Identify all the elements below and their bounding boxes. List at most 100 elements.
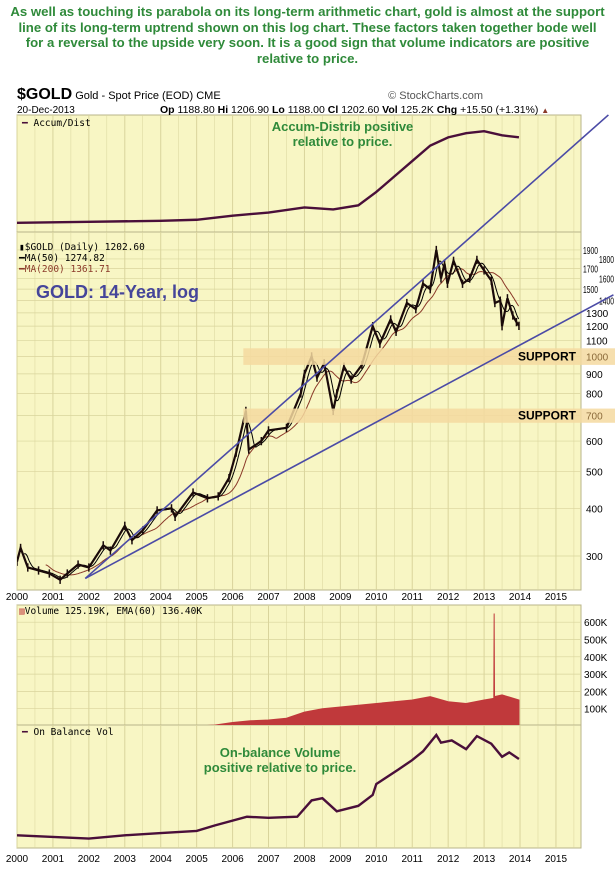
legend-ma50-label: MA(50) 1274.82	[24, 253, 105, 264]
support-tick-label: 700	[586, 412, 603, 423]
chg-value: +15.50 (+1.31%)	[460, 104, 539, 116]
year-label-bottom: 2002	[78, 854, 101, 865]
year-label-bottom: 2005	[186, 854, 209, 865]
volume-tick-label: 600K	[584, 618, 608, 629]
legend-swatch: ━	[22, 118, 28, 129]
panel-ad	[16, 114, 582, 233]
year-label-bottom: 2007	[257, 854, 280, 865]
year-label-bottom: 2014	[509, 854, 532, 865]
upper-trendline	[84, 114, 609, 580]
year-label: 2005	[186, 592, 209, 603]
year-label-bottom: 2003	[114, 854, 137, 865]
up-triangle-icon: ▲	[541, 106, 550, 115]
legend-ma50: ━MA(50) 1274.82	[19, 253, 145, 264]
volume-legend: ▥Volume 125.19K, EMA(60) 136.40K	[19, 606, 202, 617]
date: 20-Dec-2013	[17, 105, 75, 116]
price-tick-label: 300	[586, 552, 603, 563]
support-tick-label: 1000	[586, 353, 609, 364]
accum-legend-label: Accum/Dist	[33, 118, 91, 129]
year-label: 2000	[6, 592, 29, 603]
support-label: SUPPORT	[518, 409, 577, 423]
year-label: 2011	[401, 592, 423, 603]
copyright: © StockCharts.com	[388, 90, 483, 102]
price-tick-label: 1600	[599, 274, 614, 285]
volume-tick-label: 500K	[584, 636, 608, 647]
year-label: 2003	[114, 592, 137, 603]
hi-label: Hi	[217, 104, 229, 116]
support-band	[243, 348, 615, 365]
year-label: 2009	[329, 592, 352, 603]
commentary-text: As well as touching its parabola on its …	[10, 4, 605, 66]
support-band	[243, 408, 615, 423]
year-label-bottom: 2011	[401, 854, 423, 865]
price-tick-label: 1200	[586, 322, 609, 333]
op-label: Op	[160, 104, 175, 116]
year-label-bottom: 2008	[293, 854, 316, 865]
legend-swatch: ━	[19, 253, 25, 264]
price-legend: ▮$GOLD (Daily) 1202.60 ━MA(50) 1274.82 ━…	[19, 242, 145, 275]
volume-bars-icon: ▥	[19, 606, 25, 617]
volume-tick-label: 200K	[584, 687, 608, 698]
op-value: 1188.80	[177, 104, 215, 116]
vol-value: 125.2K	[400, 104, 434, 116]
price-tick-label: 1300	[586, 309, 609, 320]
year-label-bottom: 2015	[545, 854, 568, 865]
year-label: 2013	[473, 592, 496, 603]
obv-legend-label: On Balance Vol	[33, 727, 114, 738]
year-label: 2010	[365, 592, 388, 603]
obv-legend: ━ On Balance Vol	[22, 727, 114, 738]
price-tick-label: 900	[586, 370, 603, 381]
chg-label: Chg	[436, 104, 458, 116]
hi-value: 1206.90	[231, 104, 270, 116]
year-label-bottom: 2013	[473, 854, 496, 865]
price-tick-label: 1500	[583, 285, 598, 296]
bar-icon: ▮	[19, 242, 25, 253]
price-tick-label: 1100	[586, 337, 608, 348]
price-tick-label: 1800	[599, 255, 614, 266]
legend-swatch: ━	[19, 264, 25, 275]
lo-label: Lo	[271, 104, 285, 116]
accum-legend: ━ Accum/Dist	[22, 118, 91, 129]
accum-dist-line	[17, 129, 520, 225]
volume-tick-label: 400K	[584, 653, 608, 664]
cl-label: Cl	[327, 104, 339, 116]
obv-line	[17, 732, 520, 840]
obv-annotation: On-balance Volume positive relative to p…	[203, 745, 357, 775]
chart-header-title: $GOLD Gold - Spot Price (EOD) CME	[17, 86, 221, 105]
price-tick-label: 1900	[583, 246, 598, 257]
year-label-bottom: 2009	[329, 854, 352, 865]
legend-ma200: ━MA(200) 1361.71	[19, 264, 145, 275]
volume-legend-label: Volume 125.19K, EMA(60) 136.40K	[24, 606, 203, 617]
support-label: SUPPORT	[518, 350, 577, 364]
legend-ma200-label: MA(200) 1361.71	[24, 264, 111, 275]
year-label: 2006	[221, 592, 244, 603]
legend-gold-label: $GOLD (Daily) 1202.60	[24, 242, 145, 253]
legend-gold: ▮$GOLD (Daily) 1202.60	[19, 242, 145, 253]
lo-value: 1188.00	[287, 104, 325, 116]
volume-area	[207, 613, 520, 725]
year-label: 2007	[257, 592, 280, 603]
support-trendline	[84, 294, 614, 580]
volume-tick-label: 100K	[584, 705, 608, 716]
obv-plot	[17, 732, 520, 840]
year-label: 2014	[509, 592, 532, 603]
instrument-name: Gold - Spot Price (EOD) CME	[75, 90, 221, 102]
price-tick-label: 1400	[599, 297, 614, 308]
ohlc-readout: Op 1188.80 Hi 1206.90 Lo 1188.00 Cl 1202…	[160, 104, 549, 117]
year-label: 2004	[150, 592, 173, 603]
year-label: 2008	[293, 592, 316, 603]
volume-plot	[207, 613, 520, 725]
year-label-bottom: 2004	[150, 854, 173, 865]
year-label: 2015	[545, 592, 568, 603]
price-chart-title: GOLD: 14-Year, log	[36, 282, 200, 302]
year-label-bottom: 2012	[437, 854, 460, 865]
accum-dist-plot	[17, 129, 520, 225]
year-label-bottom: 2006	[221, 854, 244, 865]
price-tick-label: 500	[586, 467, 603, 478]
legend-swatch: ━	[22, 727, 28, 738]
vol-label: Vol	[382, 104, 398, 116]
year-label-bottom: 2001	[42, 854, 65, 865]
year-label-bottom: 2000	[6, 854, 29, 865]
price-tick-label: 800	[586, 389, 603, 400]
